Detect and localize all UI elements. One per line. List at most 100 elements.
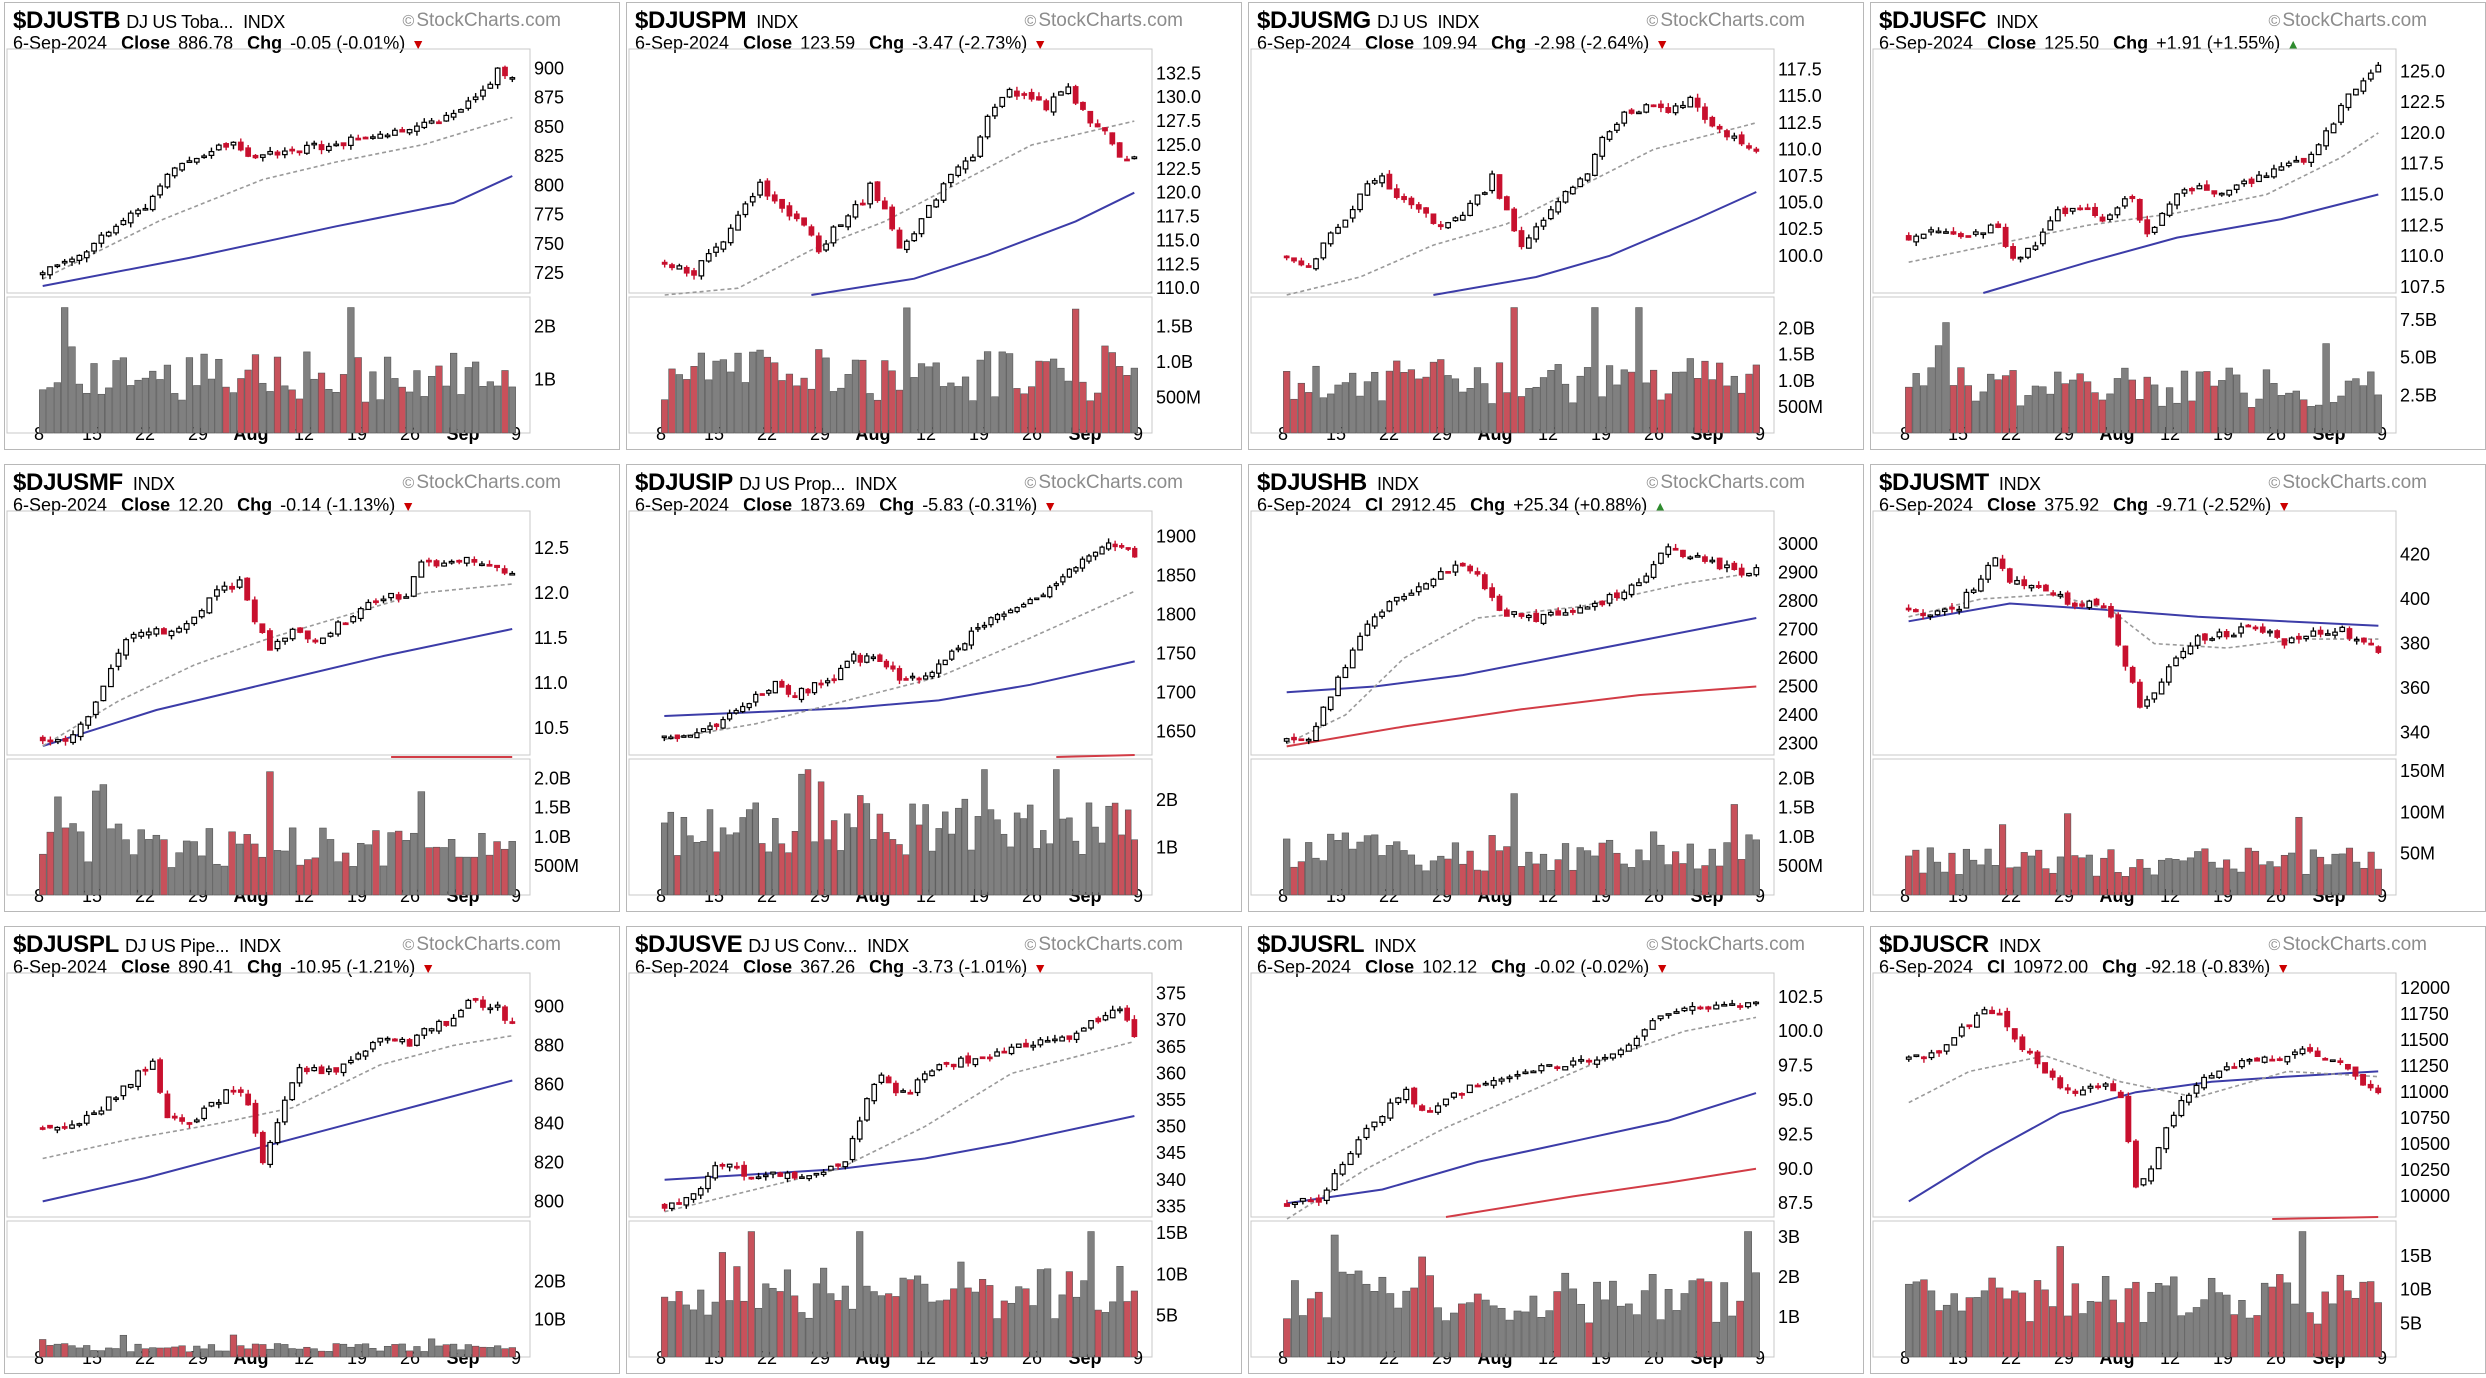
volume-bar [1334,840,1342,896]
y-tick-label: 375 [1156,984,1186,1004]
volume-bar [1422,376,1430,434]
volume-bar [881,360,889,434]
candle-body [428,120,435,124]
volume-bar [1688,1280,1697,1358]
volume-bar [295,1348,304,1358]
volume-bar [304,859,312,896]
candle-body [1379,611,1385,617]
volume-bar [740,1300,748,1358]
candle-body [933,199,940,208]
volume-bar [668,368,676,434]
volume-bar [941,811,949,896]
candle-body [1320,706,1327,726]
candle-body [1452,564,1459,573]
y-tick-label: 130.0 [1156,87,1201,107]
candle-body [1283,255,1290,259]
symbol-code: $DJUSTB [13,7,121,34]
volume-bar [2001,375,2010,434]
candle-body [893,1082,899,1094]
y-tick-label: 335 [1156,1196,1186,1216]
candle-body [2291,1051,2298,1056]
volume-bar [457,1349,465,1358]
volume-bar [1701,865,1709,896]
change-label: Chg [869,957,905,977]
volume-bar [1488,403,1496,434]
volume-bar [752,802,759,896]
candle-body [120,220,127,226]
candle-body [793,213,800,220]
candle-body [1511,208,1518,232]
volume-bar [1962,848,1970,896]
candle-body [1905,1056,1912,1060]
volume-bar [68,1345,76,1358]
y-tick-label: 112.5 [2400,215,2444,235]
volume-bar [61,827,70,896]
volume-bar [783,1269,792,1358]
candle-body [274,1122,281,1144]
close-label: Close [1987,495,2037,515]
volume-bar [442,385,450,434]
candle-body [1658,552,1664,564]
candle-body [1481,574,1488,590]
volume-bar [824,839,831,896]
volume-bar [1635,849,1643,896]
volume-tick-label: 15B [1156,1223,1188,1243]
candle-body [2021,579,2028,587]
symbol-title: $DJUSRL INDX [1257,931,1416,959]
candle-body [1935,230,1942,234]
candle-body [403,596,410,599]
volume-bar [2079,1313,2087,1358]
candle-body [105,231,112,237]
candle-body [487,1007,494,1011]
volume-bar [675,374,683,434]
y-tick-label: 340 [1156,1170,1186,1190]
x-tick-label: 9 [1133,886,1143,906]
candle-body [1978,578,1984,592]
candle-body [362,1050,369,1057]
candle-body [1949,606,1955,610]
y-tick-label: 12000 [2400,978,2450,998]
candle-body [1987,224,1994,234]
candle-body [1437,224,1444,228]
volume-tick-label: 500M [534,856,579,876]
volume-bar [1378,400,1386,434]
volume-bar [969,400,977,434]
candle-body [1972,231,1979,235]
candle-body [2310,630,2317,637]
volume-bar [39,1339,47,1358]
y-tick-label: 880 [534,1035,564,1055]
volume-plot-frame [6,1220,531,1358]
candle-body [837,224,844,228]
volume-bar [896,844,903,896]
candle-body [878,1074,885,1083]
candle-body [357,608,364,620]
volume-bar [1723,385,1731,434]
y-tick-label: 110.0 [2400,246,2444,266]
moving-average-20 [1908,1054,2379,1104]
volume-bar [2124,1288,2133,1358]
candle-body [259,623,266,633]
volume-bar [339,374,348,434]
symbol-title: $DJUSTB DJ US Toba... INDX [13,7,285,35]
volume-bar [793,385,801,434]
volume-bar [776,1291,784,1358]
candle-body [1554,1066,1561,1070]
candle-body [1105,542,1112,550]
volume-bar [1583,367,1592,434]
candle-body [740,705,746,713]
volume-bar [1330,1234,1339,1358]
volume-bar [435,1345,443,1358]
candle-body [2173,657,2179,667]
candle-body [1628,584,1635,596]
candle-body [2314,1050,2321,1057]
candle-body [1371,616,1378,627]
symbol-title: $DJUSFC INDX [1879,7,2038,35]
candle-body [1673,1011,1680,1014]
volume-bar [848,1308,857,1358]
candle-body [251,599,258,623]
volume-bar [719,827,727,896]
volume-bar [837,387,845,434]
candle-body [792,695,798,698]
candle-body [1058,91,1064,96]
volume-bar [2273,866,2281,896]
